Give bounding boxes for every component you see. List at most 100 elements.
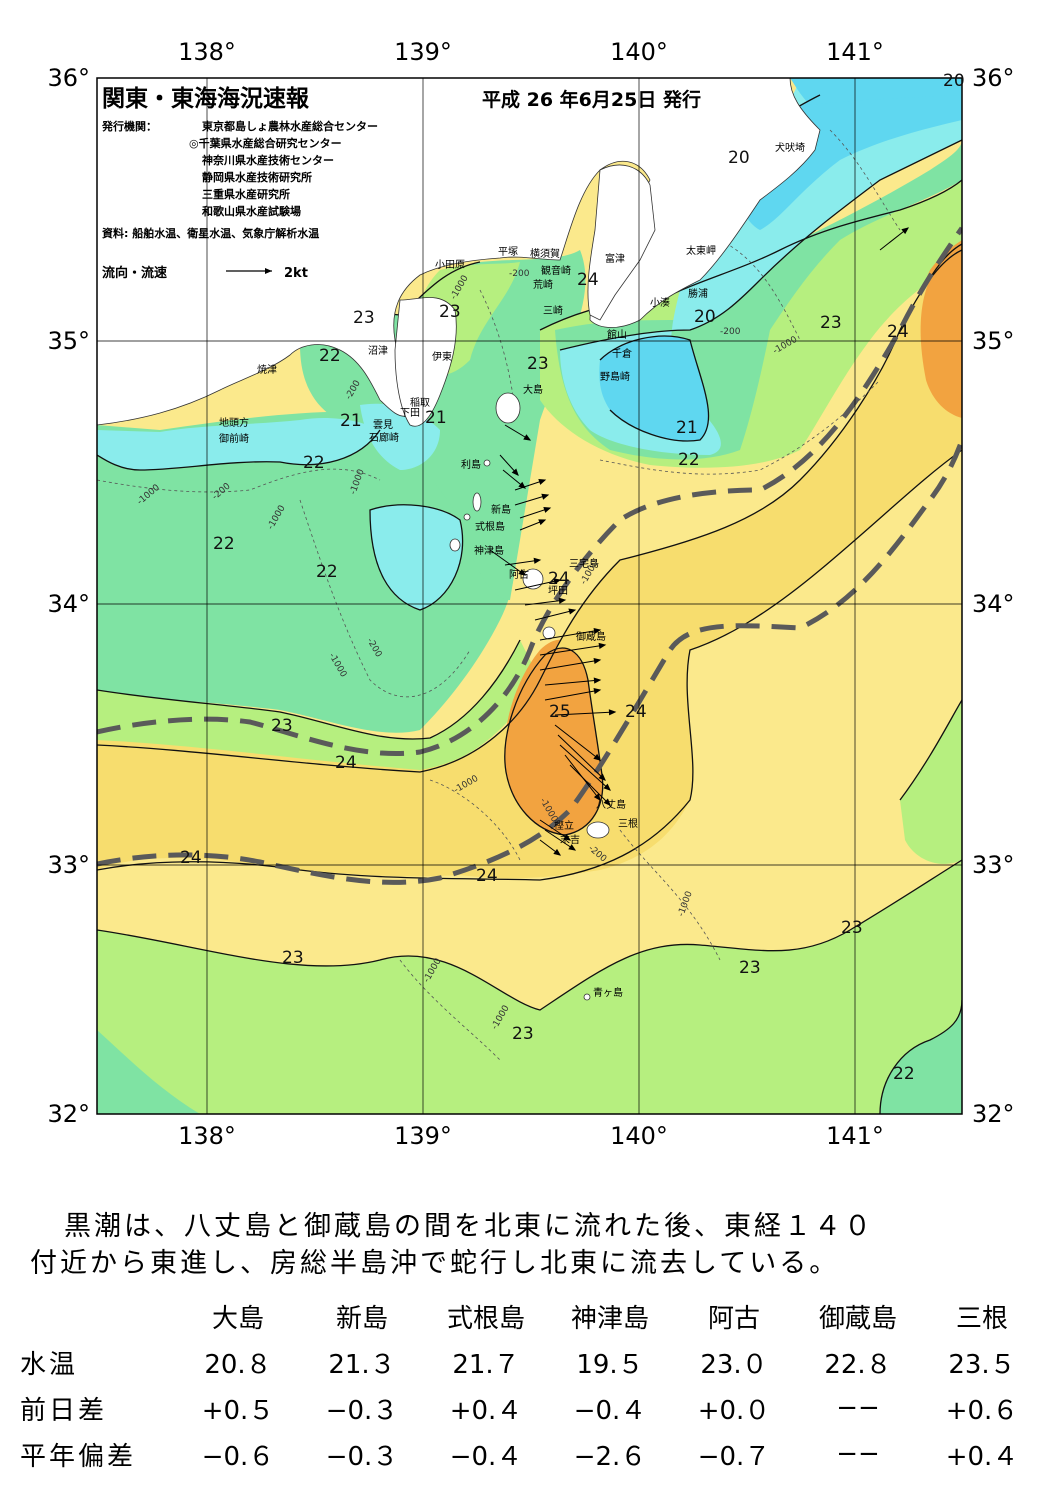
place-name: 下田	[400, 408, 420, 419]
place-name: 小田原	[435, 259, 465, 271]
isotherm-label: 21	[676, 418, 698, 438]
oshima-island	[495, 392, 521, 424]
row-label: 水温	[20, 1349, 79, 1380]
lat-right-tick: 34°	[972, 590, 1015, 618]
depth-contours	[97, 129, 901, 1061]
table-cell: 23.５	[948, 1349, 1016, 1380]
isotherm-label: 23	[527, 354, 549, 374]
station-header: 大島	[211, 1303, 264, 1334]
water-23-west-band	[97, 640, 540, 772]
isotherm-label: 24	[476, 866, 498, 886]
mikurajima-island	[542, 626, 556, 640]
isotherm-label: 22	[213, 534, 235, 554]
niijima-island	[472, 492, 482, 512]
lat-left-tick: 35°	[47, 327, 90, 355]
isotherm-label: 22	[319, 346, 341, 366]
miyakejima-island	[522, 568, 544, 590]
current-arrowhead	[518, 481, 526, 489]
isotherm-label: 20	[694, 307, 716, 327]
table-row: 平年偏差 −0.６ −0.３ −0.４ −2.６ −0.７ −− +0.４	[20, 1431, 1044, 1477]
isotherm-labels: 20 20 20 23 21 21 21 22 22 22 22 22 22 2…	[180, 71, 965, 1084]
lat-left-tick: 32°	[47, 1100, 90, 1128]
place-name: 太東岬	[686, 244, 716, 257]
lon-top-tick: 138°	[178, 38, 236, 66]
table-cell: +0.４	[449, 1395, 523, 1426]
isotherm-label: 25	[549, 702, 571, 722]
current-arrowhead	[538, 478, 547, 485]
table-cell: +0.５	[201, 1395, 275, 1426]
current-arrowhead	[518, 568, 527, 576]
table-cell: 19.５	[576, 1349, 644, 1380]
boso-peninsula	[587, 164, 656, 321]
current-arrowhead	[901, 227, 910, 235]
place-name: 平塚	[498, 246, 518, 258]
place-name: 阿古	[509, 568, 529, 581]
issuer-item: 三重県水産研究所	[202, 187, 290, 201]
water-20-coastal-strip	[790, 78, 962, 105]
table-cell: +0.６	[945, 1395, 1019, 1426]
place-name: 野島崎	[600, 370, 630, 383]
axis-labels: 138° 139° 140° 141° 138° 139° 140° 141° …	[47, 38, 1014, 1150]
isotherm-label: 22	[893, 1064, 915, 1084]
lon-top-tick: 139°	[394, 38, 452, 66]
place-name: 沼津	[368, 344, 388, 357]
isotherm-label: 23	[841, 918, 863, 938]
place-name: 利島	[461, 458, 481, 471]
current-arrowhead	[593, 657, 602, 665]
isotherm-label: 23	[512, 1024, 534, 1044]
isotherm-label: 21	[425, 408, 447, 428]
lat-lon-grid	[97, 78, 962, 1114]
table-cell: −2.６	[573, 1441, 647, 1472]
water-25-kuroshio-core-top	[504, 648, 603, 835]
table-cell: −0.７	[697, 1441, 771, 1472]
data-source: 資料: 船舶水温、衛星水温、気象庁解析水温	[102, 226, 319, 240]
water-23-south-zone	[97, 860, 962, 1114]
shikinejima-island	[463, 513, 471, 521]
place-name: 地頭方	[219, 416, 249, 429]
lon-bottom-tick: 140°	[610, 1122, 668, 1150]
map-header: 関東・東海海況速報 平成 26 年6月25日 発行 発行機関： 東京都島しょ農林…	[101, 85, 701, 281]
current-arrowhead	[593, 753, 602, 761]
table-cell: 21.３	[328, 1349, 396, 1380]
issuer-item: 神奈川県水産技術センター	[202, 153, 334, 167]
place-name: 御蔵島	[576, 630, 606, 643]
issuers-label: 発行機関：	[101, 119, 157, 133]
water-22-southeast-zone	[880, 1000, 962, 1114]
isotherm-label: 24	[180, 848, 202, 868]
table-cell: −0.６	[201, 1441, 275, 1472]
table-cell: 21.７	[452, 1349, 520, 1380]
isotherm-label: 23	[282, 948, 304, 968]
isotherm-label: 23	[820, 313, 842, 333]
current-arrowhead	[593, 627, 602, 635]
lon-bottom-tick: 139°	[394, 1122, 452, 1150]
issuer-item: 東京都島しょ農林水産総合センター	[202, 119, 378, 133]
table-row: 水温 20.８ 21.３ 21.７ 19.５ 23.０ 22.８ 23.５	[20, 1339, 1044, 1385]
place-name: 稲取	[410, 397, 430, 409]
isotherm-label: 22	[316, 562, 338, 582]
lon-top-tick: 141°	[826, 38, 884, 66]
hachijojima-island	[586, 821, 610, 839]
table-row: 前日差 +0.５ −0.３ +0.４ −0.４ +0.０ −− +0.６	[20, 1385, 1044, 1431]
place-name: 館山	[607, 328, 627, 341]
aogashima-island	[583, 993, 591, 1001]
toshima-island	[483, 459, 491, 467]
place-name: 横須賀	[530, 247, 560, 260]
lat-right-tick: 32°	[972, 1100, 1015, 1128]
place-name: 荒崎	[533, 278, 553, 291]
izu-peninsula	[394, 297, 457, 427]
place-name: 石廊崎	[369, 431, 399, 444]
map-frame	[96, 77, 963, 1115]
issuer-item: 和歌山県水産試験場	[202, 204, 301, 218]
current-legend-scale: 2kt	[284, 266, 308, 281]
table-cell: −0.３	[325, 1395, 399, 1426]
lat-left-tick: 36°	[47, 64, 90, 92]
current-arrowhead	[568, 844, 577, 851]
place-name: 伊東	[432, 350, 452, 363]
current-arrowhead	[538, 519, 547, 526]
place-name: 三宅島	[569, 557, 599, 570]
current-legend-arrowhead	[265, 268, 272, 274]
water-21-west-zone	[97, 418, 380, 470]
issue-date: 平成 26 年6月25日 発行	[482, 88, 701, 111]
place-name: 富津	[605, 252, 625, 265]
current-arrowhead	[603, 783, 611, 791]
